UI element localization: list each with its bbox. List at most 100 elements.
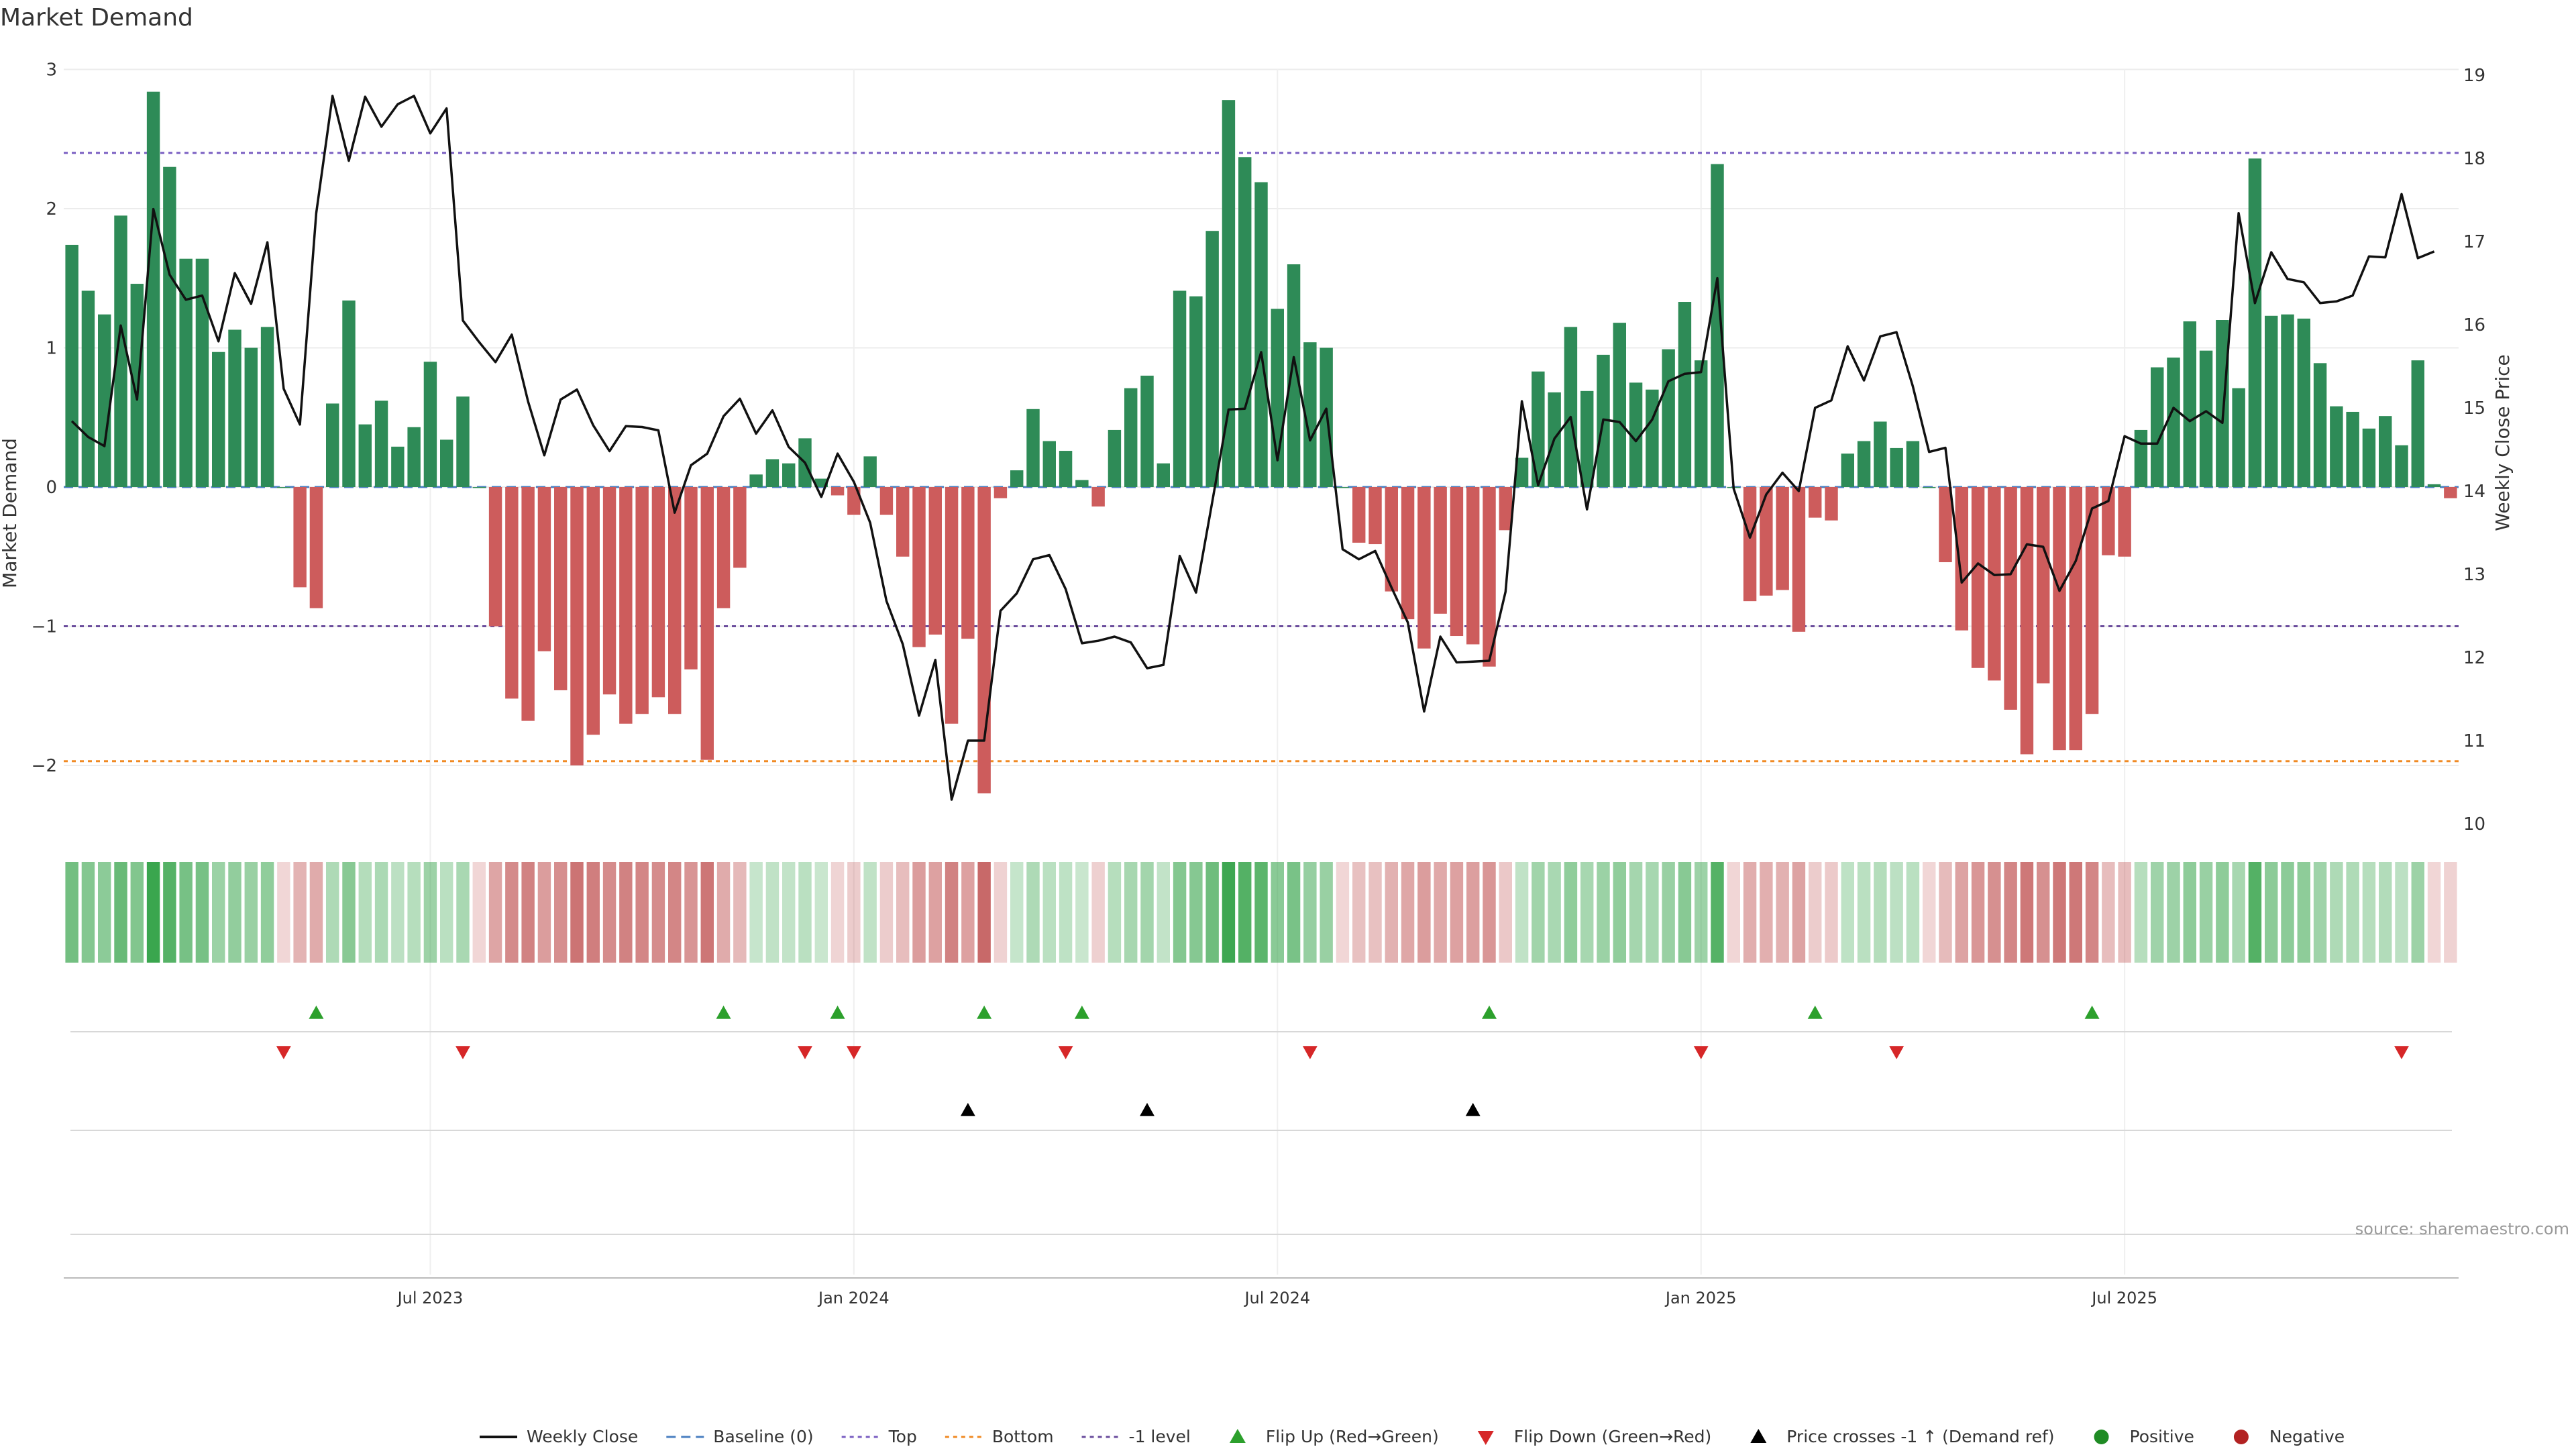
flip-up-marker [309,1006,324,1019]
heat-cell [602,862,616,963]
heat-cell [1890,862,1903,963]
y-tick-label: 3 [46,60,57,80]
demand-bar [2134,429,2148,487]
demand-bar [1108,429,1122,487]
y2-tick-label: 17 [2463,232,2485,252]
demand-bar [1303,342,1317,487]
heat-cell [1580,862,1594,963]
heat-cell [1939,862,1952,963]
demand-bar [1205,231,1219,487]
heat-cell [1711,862,1724,963]
heat-cell [2411,862,2424,963]
heat-cell [1662,862,1675,963]
heat-cell [1417,862,1431,963]
heat-cell [1091,862,1105,963]
heat-cell [1792,862,1806,963]
heat-cell [1368,862,1382,963]
demand-bar [1792,487,1806,632]
heat-cell [228,862,241,963]
demand-bar [2085,487,2099,714]
demand-bar [1613,323,1626,487]
heat-cell [2379,862,2392,963]
demand-bar [146,91,160,487]
demand-bar [114,215,127,487]
flip-down-marker [798,1046,812,1059]
heat-cell [472,862,486,963]
demand-bar [635,487,649,714]
y2-axis-label: Weekly Close Price [2491,354,2514,531]
demand-bar [928,487,942,635]
weekly-close-polyline [70,95,2435,801]
legend-label: Bottom [992,1427,1054,1446]
heat-cell [1597,862,1610,963]
price-cross-marker [1140,1103,1155,1116]
demand-bar [2020,487,2034,755]
heat-cell [1776,862,1789,963]
demand-bar [1042,441,1056,487]
heat-cell [1320,862,1333,963]
legend-item-flip-up: Flip Up (Red→Green) [1229,1427,1439,1446]
heat-cell [700,862,714,963]
heat-cell [1042,862,1056,963]
demand-bar [1678,302,1692,487]
heat-cell [2346,862,2359,963]
legend-item-baseline: Baseline (0) [666,1427,814,1446]
legend-item-positive: Positive [2094,1427,2194,1446]
demand-bar [195,258,209,487]
demand-bar [716,487,731,608]
demand-bar [1532,371,1545,487]
heat-cell [1809,862,1822,963]
demand-bar [830,487,845,496]
demand-bar [1825,487,1838,521]
demand-bar [570,487,584,765]
legend-item-minus-one: -1 level [1081,1427,1191,1446]
demand-bar [896,487,910,557]
demand-bar [423,362,437,487]
flip-up-marker [977,1006,992,1019]
demand-bar [1890,447,1903,487]
y-tick-label: −2 [32,756,57,776]
y-tick-label: −1 [32,617,57,637]
heat-cell [570,862,584,963]
heat-cell [1075,862,1089,963]
flip-down-marker [1693,1046,1709,1059]
demand-bar [1483,487,1496,667]
heat-cell [1841,862,1854,963]
heat-cell [2085,862,2099,963]
demand-bar [2362,428,2376,487]
demand-bar [1776,487,1789,590]
y-tick-label: 2 [46,199,57,219]
heat-cell [2037,862,2050,963]
demand-bar [2379,416,2392,487]
flip-down-marker [455,1046,470,1059]
legend-label: Flip Down (Green→Red) [1514,1427,1712,1446]
demand-bar [1939,487,1952,563]
flip-up-marker [2084,1006,2100,1019]
flip-down-marker [1302,1046,1318,1059]
demand-bar [2427,484,2441,487]
demand-bar [1222,100,1236,487]
demand-bar [2167,358,2180,487]
legend-label: Price crosses -1 ↑ (Demand ref) [1786,1427,2054,1446]
heat-cell [423,862,437,963]
demand-bar [765,459,780,487]
heat-cell [1743,862,1757,963]
x-tick-label: Jul 2025 [2090,1289,2157,1307]
demand-bar [1955,487,1968,631]
legend-label: Baseline (0) [713,1427,813,1446]
x-tick-label: Jan 2024 [817,1289,890,1307]
flip-down-marker [846,1046,861,1059]
demand-bar [1010,470,1024,487]
demand-bar [1157,463,1170,487]
heat-cell [733,862,747,963]
heat-cell [2118,862,2131,963]
heat-cell [2395,862,2408,963]
demand-bar [179,258,193,487]
demand-bar [1515,458,1529,487]
heat-cell [1955,862,1968,963]
heat-cell [2102,862,2115,963]
legend-swatch [1750,1429,1767,1443]
heat-cell [1548,862,1561,963]
flip-up-marker [716,1006,731,1019]
